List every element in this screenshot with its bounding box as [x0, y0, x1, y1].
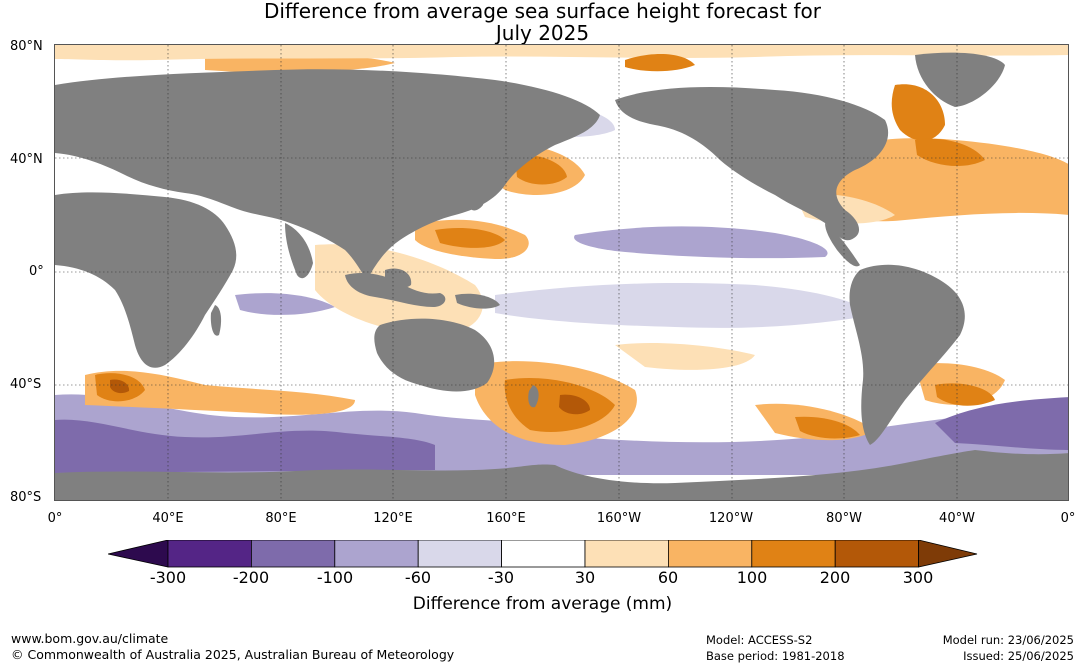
lon-label-120e: 120°E: [373, 511, 413, 526]
legend-tick: -200: [232, 568, 270, 587]
anomaly-north-atlantic-dark: [915, 138, 985, 167]
legend-swatch-60-100: [668, 540, 753, 568]
land-maritime-continent: [345, 272, 446, 307]
footer-copyright: © Commonwealth of Australia 2025, Austra…: [11, 647, 455, 662]
anomaly-equatorial-pacific-purple: [574, 226, 828, 259]
legend-tick: -100: [316, 568, 354, 587]
lat-label-80s: 80°S: [10, 490, 42, 505]
lon-label-80w: 80°W: [826, 511, 862, 526]
legend-tick: 100: [736, 568, 768, 587]
lon-label-160w: 160°W: [596, 511, 642, 526]
legend-swatch-60-30: [417, 540, 503, 568]
legend-tick: 300: [902, 568, 934, 587]
anomaly-brazil-malvinas-dark: [935, 383, 995, 406]
legend-tick: 30: [574, 568, 596, 587]
anomaly-arctic-light: [55, 45, 1068, 61]
land-central-america: [825, 223, 860, 267]
land-south-america: [849, 264, 965, 445]
map-title-line1: Difference from average sea surface heig…: [263, 0, 822, 23]
land-north-america: [615, 87, 889, 241]
lon-label-160e: 160°E: [486, 511, 526, 526]
lon-label-0-left: 0°: [47, 511, 63, 526]
anomaly-south-pacific-purple: [615, 443, 905, 470]
lon-label-40w: 40°W: [939, 511, 975, 526]
map-svg: [55, 45, 1068, 500]
anomaly-gulf-stream-dark: [891, 84, 945, 141]
lon-label-40e: 40°E: [152, 511, 184, 526]
map-title-line2: July 2025: [495, 21, 590, 45]
lat-label-40n: 40°N: [10, 152, 43, 167]
anomaly-pacific-light-purple: [495, 283, 875, 328]
land-masses: [55, 52, 1068, 500]
land-new-guinea: [455, 293, 500, 309]
anomaly-arctic-dark: [625, 53, 695, 72]
legend-swatch-200-100: [250, 540, 336, 568]
land-japan: [467, 183, 485, 211]
lat-label-40s: 40°S: [10, 377, 42, 392]
footer-model-run: Model run: 23/06/2025: [942, 633, 1074, 647]
anomaly-south-atlantic-deep-purple: [935, 397, 1068, 450]
footer-url: www.bom.gov.au/climate: [11, 631, 169, 646]
land-australia: [374, 318, 495, 392]
anomaly-south-indian-orange: [85, 370, 355, 415]
legend-colorbar: [108, 540, 978, 568]
land-madagascar: [210, 305, 222, 336]
anomaly-tasman-core: [559, 394, 590, 415]
land-eurasia: [55, 69, 600, 281]
land-africa: [55, 192, 237, 368]
legend-tick: 200: [819, 568, 851, 587]
graticule: [55, 45, 1068, 500]
footer-model: Model: ACCESS-S2: [706, 633, 813, 647]
anomaly-kuroshio-dark: [435, 228, 505, 248]
legend-tick: -300: [149, 568, 187, 587]
legend-swatch-100-60: [334, 540, 419, 568]
legend-swatch-100-200: [751, 540, 836, 568]
sea-surface-height-map: [54, 44, 1069, 501]
anomaly-agulhas-core: [110, 379, 130, 394]
anomaly-indian-purple: [235, 293, 335, 315]
lat-label-equator: 0°: [29, 264, 44, 279]
lat-label-80n: 80°N: [10, 39, 43, 54]
anomaly-southern-ocean-deep-purple: [55, 419, 435, 473]
anomaly-west-pacific-light: [615, 343, 755, 370]
land-antarctica: [55, 450, 1068, 500]
lon-label-0-right: 0°: [1060, 511, 1076, 526]
legend-swatch-below-300: [108, 540, 169, 568]
legend-swatch-30-30: [501, 540, 586, 568]
legend-swatch-above-300: [918, 540, 978, 568]
anomaly-gulf-stream-orange: [815, 138, 1068, 222]
legend-swatch-30-60: [584, 540, 669, 568]
legend-title: Difference from average (mm): [412, 594, 673, 614]
legend-swatch-200-300: [834, 540, 920, 568]
lon-label-120w: 120°W: [708, 511, 754, 526]
land-greenland: [915, 52, 1005, 107]
legend-tick: -30: [487, 568, 515, 587]
footer-issued: Issued: 25/06/2025: [963, 649, 1074, 663]
land-new-zealand: [528, 385, 539, 408]
lon-label-80e: 80°E: [265, 511, 297, 526]
anomaly-nw-pacific-dark: [515, 154, 567, 185]
legend-tick: -60: [404, 568, 432, 587]
land-borneo: [385, 268, 412, 288]
legend-swatch-300-200: [167, 540, 252, 568]
footer-base-period: Base period: 1981-2018: [706, 649, 845, 663]
land-india: [285, 223, 313, 279]
legend-tick: 60: [657, 568, 679, 587]
